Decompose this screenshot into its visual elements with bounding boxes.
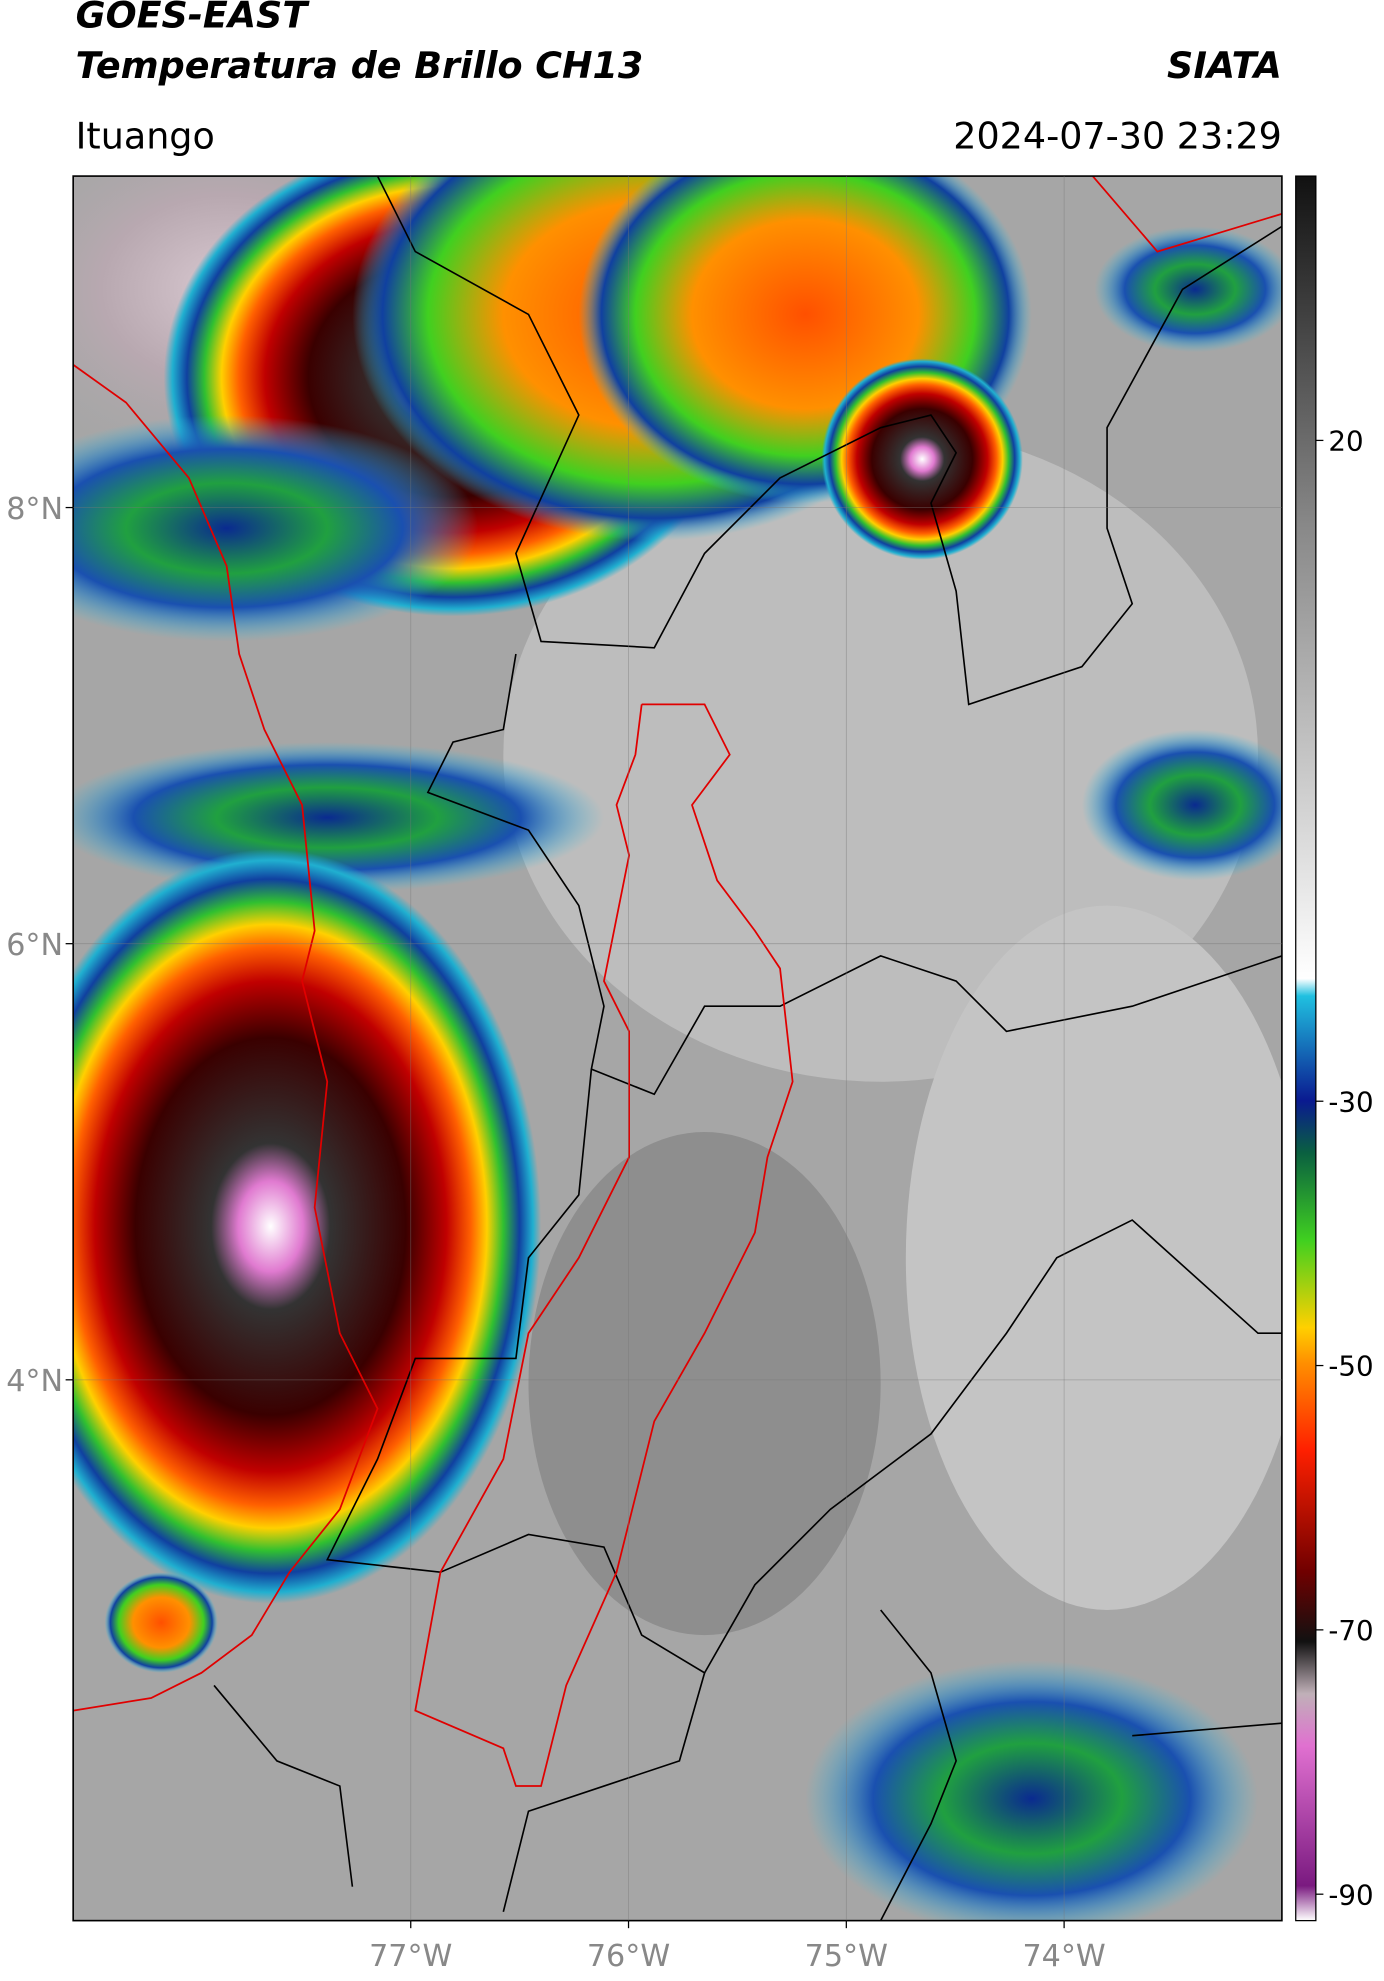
- x-tick-label: 76°W: [587, 1939, 670, 1974]
- colorbar-tick-label: -30: [1328, 1085, 1373, 1118]
- y-tick-label: 8°N: [6, 492, 63, 527]
- y-tick-label: 6°N: [6, 928, 63, 963]
- x-tick-label: 75°W: [805, 1939, 888, 1974]
- location: Ituango: [76, 114, 215, 157]
- source: SIATA: [1167, 44, 1282, 87]
- colorbar-tick-label: -50: [1328, 1350, 1373, 1383]
- colorbar-tick-label: -70: [1328, 1614, 1373, 1647]
- map-frame: [72, 175, 1283, 1922]
- colorbar: [1295, 175, 1317, 1922]
- datetime: 2024-07-30 23:29: [953, 114, 1282, 157]
- map-image: [73, 176, 1282, 1921]
- colorbar-tick-label: -90: [1328, 1878, 1373, 1911]
- x-tick-label: 74°W: [1022, 1939, 1105, 1974]
- y-tick-label: 4°N: [6, 1364, 63, 1399]
- colorbar-tick-label: 20: [1328, 424, 1363, 457]
- subtitle: Temperatura de Brillo CH13: [76, 44, 644, 87]
- x-tick-label: 77°W: [369, 1939, 452, 1974]
- title: GOES-EAST: [76, 0, 311, 37]
